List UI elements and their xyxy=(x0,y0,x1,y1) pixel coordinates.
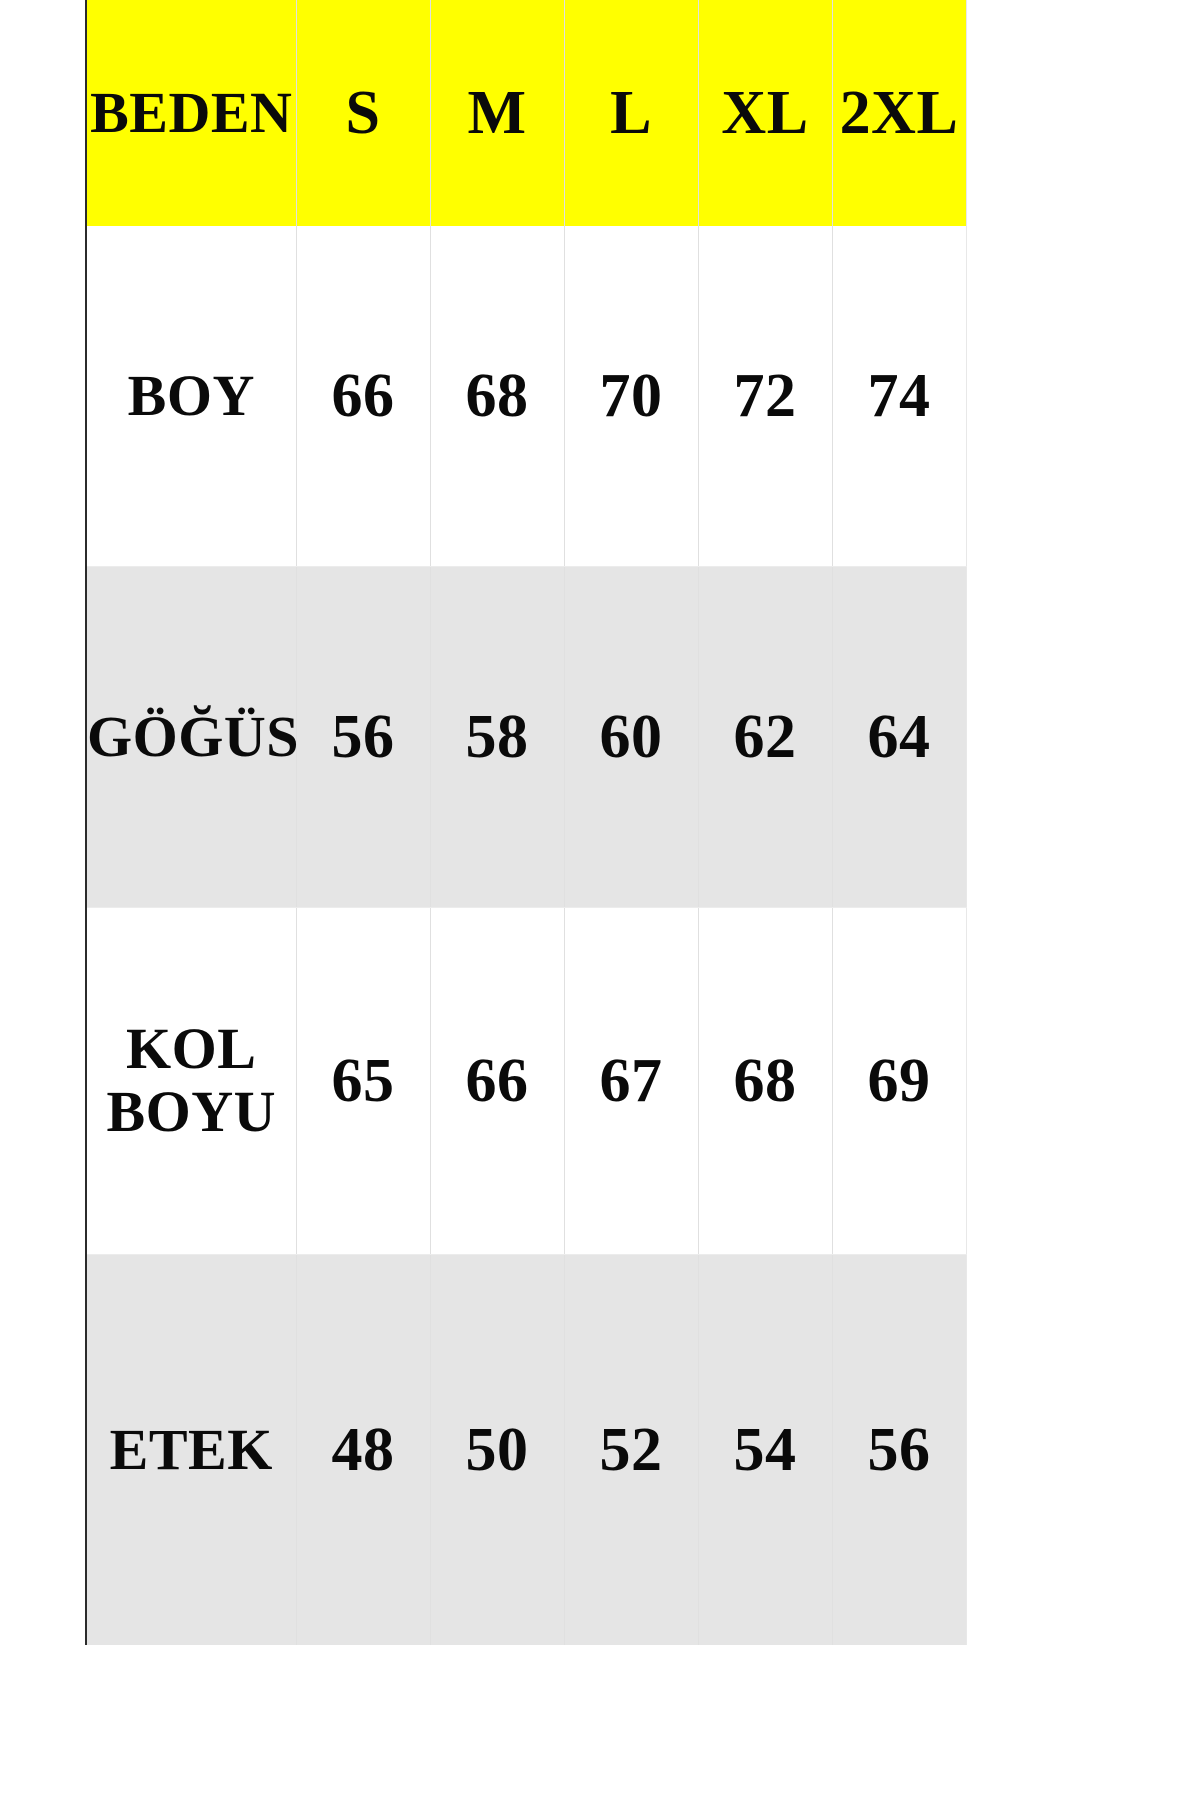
cell-boy-2xl: 74 xyxy=(832,226,967,567)
size-chart-table: BEDEN S M L XL 2XL BOY 66 68 70 72 74 GÖ… xyxy=(85,0,967,1645)
header-cell-m: M xyxy=(430,0,565,226)
row-label-etek: ETEK xyxy=(86,1254,297,1645)
cell-gogus-l: 60 xyxy=(564,566,699,908)
table-row-boy: BOY 66 68 70 72 74 xyxy=(86,226,967,567)
cell-boy-xl: 72 xyxy=(698,226,833,567)
cell-etek-m: 50 xyxy=(430,1254,565,1645)
cell-gogus-xl: 62 xyxy=(698,566,833,908)
cell-kol-boyu-2xl: 69 xyxy=(832,907,967,1255)
cell-etek-s: 48 xyxy=(296,1254,431,1645)
table-row-kol-boyu: KOL BOYU 65 66 67 68 69 xyxy=(86,907,967,1255)
cell-etek-xl: 54 xyxy=(698,1254,833,1645)
cell-gogus-m: 58 xyxy=(430,566,565,908)
header-row: BEDEN S M L XL 2XL xyxy=(86,0,967,226)
cell-kol-boyu-m: 66 xyxy=(430,907,565,1255)
table-row-etek: ETEK 48 50 52 54 56 xyxy=(86,1254,967,1645)
cell-gogus-2xl: 64 xyxy=(832,566,967,908)
cell-etek-2xl: 56 xyxy=(832,1254,967,1645)
header-cell-2xl: 2XL xyxy=(832,0,967,226)
header-cell-beden: BEDEN xyxy=(86,0,297,226)
row-label-boy: BOY xyxy=(86,226,297,567)
cell-boy-s: 66 xyxy=(296,226,431,567)
cell-boy-l: 70 xyxy=(564,226,699,567)
cell-kol-boyu-s: 65 xyxy=(296,907,431,1255)
header-cell-l: L xyxy=(564,0,699,226)
cell-etek-l: 52 xyxy=(564,1254,699,1645)
row-label-kol-boyu-line1: KOL xyxy=(126,1016,257,1082)
row-label-kol-boyu-lines: KOL BOYU xyxy=(87,1018,296,1143)
header-cell-xl: XL xyxy=(698,0,833,226)
row-label-kol-boyu: KOL BOYU xyxy=(86,907,297,1255)
row-label-gogus: GÖĞÜS xyxy=(86,566,299,908)
header-cell-s: S xyxy=(296,0,431,226)
table-row-gogus: GÖĞÜS 56 58 60 62 64 xyxy=(86,566,967,908)
row-label-kol-boyu-line2: BOYU xyxy=(106,1079,277,1144)
cell-boy-m: 68 xyxy=(430,226,565,567)
table-body: BOY 66 68 70 72 74 GÖĞÜS 56 58 60 62 64 … xyxy=(86,226,967,1645)
cell-gogus-s: 56 xyxy=(296,566,431,908)
cell-kol-boyu-xl: 68 xyxy=(698,907,833,1255)
table-header: BEDEN S M L XL 2XL xyxy=(86,0,967,226)
cell-kol-boyu-l: 67 xyxy=(564,907,699,1255)
